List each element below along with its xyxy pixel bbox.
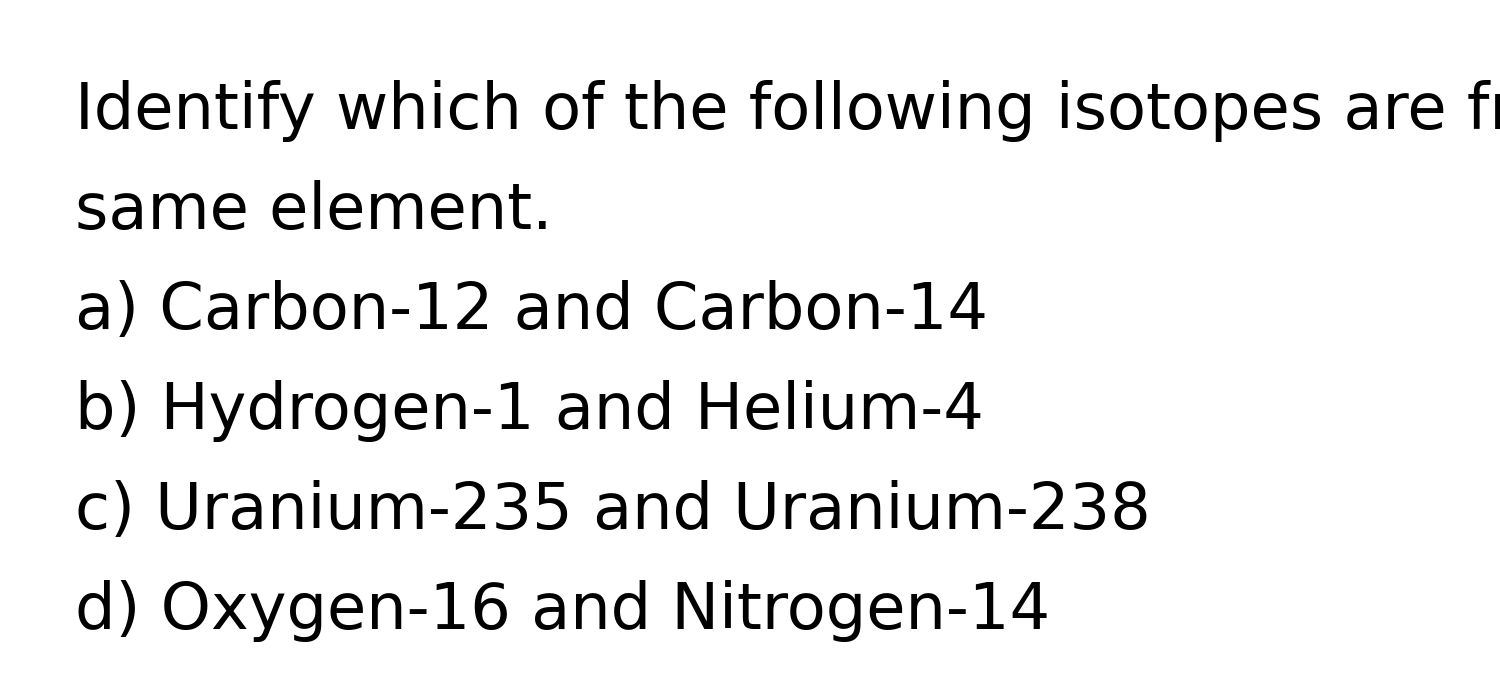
Text: b) Hydrogen-1 and Helium-4: b) Hydrogen-1 and Helium-4 <box>75 380 984 442</box>
Text: Identify which of the following isotopes are from the: Identify which of the following isotopes… <box>75 80 1500 142</box>
Text: same element.: same element. <box>75 180 552 242</box>
Text: d) Oxygen-16 and Nitrogen-14: d) Oxygen-16 and Nitrogen-14 <box>75 580 1050 642</box>
Text: a) Carbon-12 and Carbon-14: a) Carbon-12 and Carbon-14 <box>75 280 988 342</box>
Text: c) Uranium-235 and Uranium-238: c) Uranium-235 and Uranium-238 <box>75 480 1150 542</box>
